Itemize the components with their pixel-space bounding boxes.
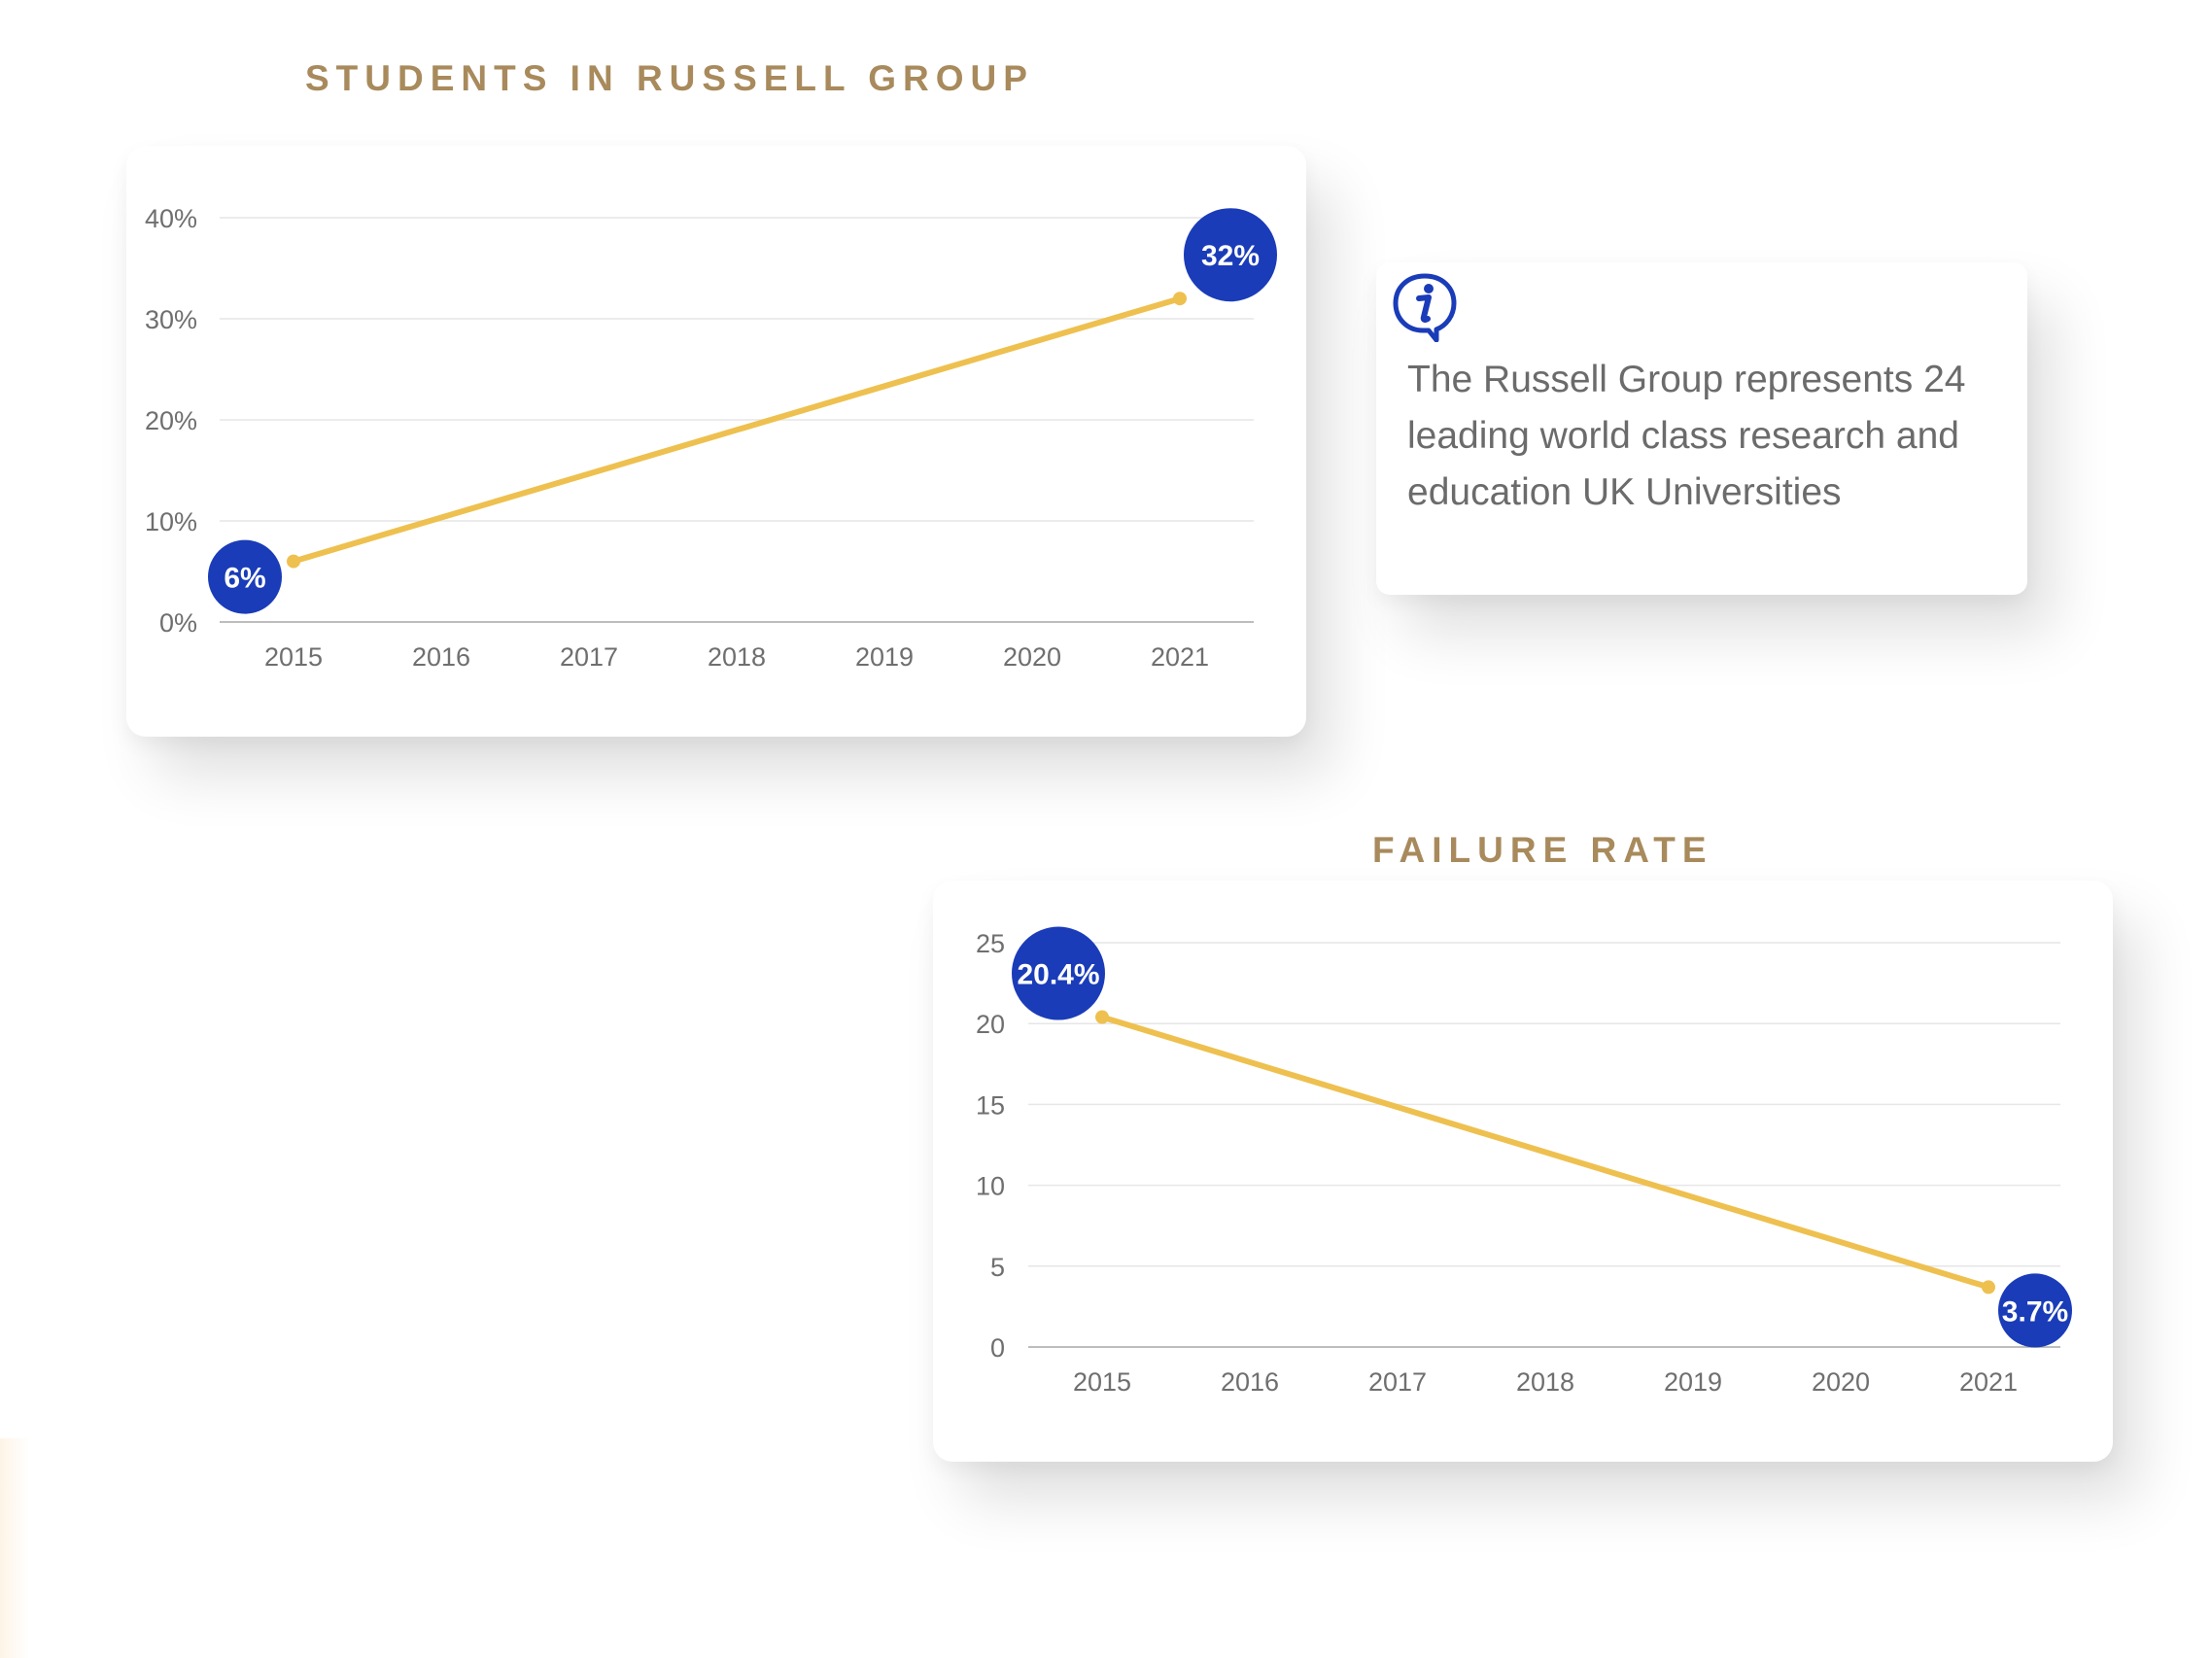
value-badge <box>208 539 282 614</box>
x-tick-label: 2015 <box>264 642 323 672</box>
info-speech-bubble-icon <box>1392 272 1458 347</box>
x-tick-label: 2019 <box>855 642 914 672</box>
page-edge-glow <box>0 1438 29 1658</box>
value-badge <box>1998 1273 2072 1348</box>
data-label: 6% <box>224 563 265 595</box>
x-tick-label: 2020 <box>1003 642 1061 672</box>
y-tick-label: 0% <box>159 608 197 638</box>
y-tick-label: 40% <box>145 204 197 233</box>
data-label: 32% <box>1201 240 1260 272</box>
y-tick-label: 15 <box>976 1090 1005 1120</box>
x-tick-label: 2020 <box>1812 1367 1870 1397</box>
y-tick-label: 20% <box>145 406 197 435</box>
chart-title-students: STUDENTS IN RUSSELL GROUP <box>305 58 1034 98</box>
y-tick-label: 25 <box>976 929 1005 958</box>
x-tick-label: 2018 <box>708 642 766 672</box>
chart-card-failure <box>933 881 2113 1462</box>
x-tick-label: 2021 <box>1959 1367 2018 1397</box>
y-tick-label: 30% <box>145 305 197 334</box>
data-point <box>1173 292 1187 306</box>
info-description: The Russell Group represents 24 leading … <box>1407 359 1966 513</box>
value-badge <box>1184 208 1277 302</box>
y-tick-label: 5 <box>990 1253 1005 1282</box>
y-tick-label: 10 <box>976 1172 1005 1201</box>
chart-title-failure: FAILURE RATE <box>1372 830 1713 870</box>
data-point <box>1982 1280 1995 1295</box>
y-tick-label: 10% <box>145 507 197 536</box>
x-tick-label: 2018 <box>1516 1367 1574 1397</box>
chart-card-students <box>126 146 1306 737</box>
y-tick-label: 20 <box>976 1010 1005 1039</box>
data-label: 3.7% <box>2002 1295 2068 1328</box>
data-label: 20.4% <box>1017 959 1099 991</box>
x-tick-label: 2019 <box>1664 1367 1722 1397</box>
x-tick-label: 2016 <box>412 642 470 672</box>
series-line <box>1099 1014 1991 1291</box>
y-tick-label: 0 <box>990 1333 1005 1363</box>
data-point <box>287 554 300 569</box>
data-point <box>1095 1010 1109 1024</box>
x-tick-label: 2021 <box>1151 642 1209 672</box>
x-tick-label: 2015 <box>1073 1367 1131 1397</box>
x-tick-label: 2017 <box>560 642 618 672</box>
series-line <box>291 295 1183 565</box>
info-card <box>1376 262 2027 595</box>
x-tick-label: 2016 <box>1221 1367 1279 1397</box>
value-badge <box>1012 926 1105 1020</box>
x-tick-label: 2017 <box>1368 1367 1427 1397</box>
